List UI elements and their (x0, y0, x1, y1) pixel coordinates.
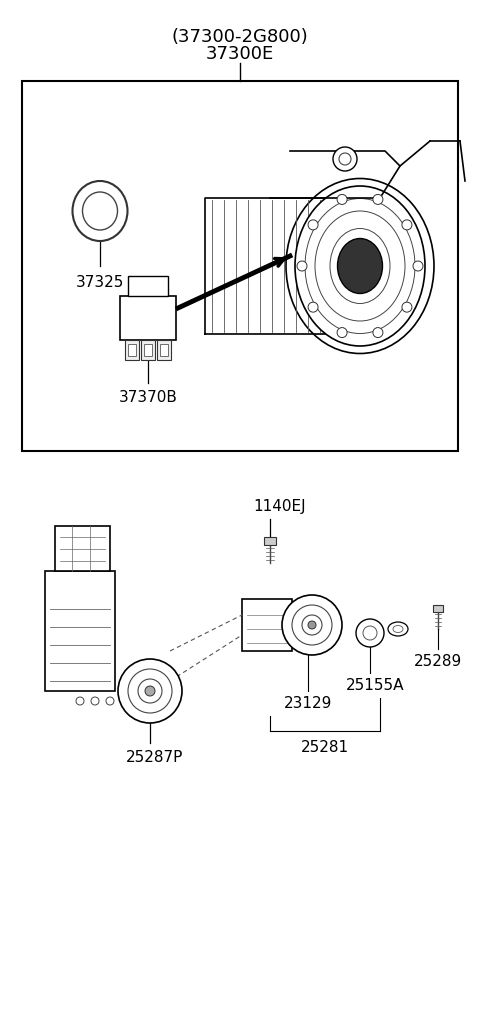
Ellipse shape (83, 193, 118, 231)
Circle shape (363, 627, 377, 640)
Circle shape (138, 679, 162, 704)
Circle shape (337, 195, 347, 205)
Text: (37300-2G800): (37300-2G800) (172, 28, 308, 45)
Circle shape (308, 303, 318, 312)
Circle shape (402, 220, 412, 231)
Circle shape (145, 686, 155, 697)
Text: 37325: 37325 (76, 274, 124, 289)
Bar (242, 600, 292, 651)
Circle shape (356, 620, 384, 647)
Text: 23129: 23129 (284, 696, 332, 711)
Text: 37300E: 37300E (206, 44, 274, 63)
Ellipse shape (388, 623, 408, 636)
Circle shape (333, 148, 357, 172)
Circle shape (337, 329, 347, 339)
Bar (157, 341, 171, 361)
Text: 25289: 25289 (414, 654, 462, 669)
Circle shape (106, 698, 114, 706)
Circle shape (302, 616, 322, 635)
Bar (128, 277, 168, 296)
Circle shape (308, 220, 318, 231)
Circle shape (292, 606, 332, 645)
Circle shape (308, 622, 316, 630)
Circle shape (76, 698, 84, 706)
Circle shape (373, 329, 383, 339)
Ellipse shape (337, 240, 383, 294)
Ellipse shape (286, 179, 434, 354)
Circle shape (339, 154, 351, 166)
Ellipse shape (393, 626, 403, 633)
Bar (125, 341, 139, 361)
Circle shape (118, 659, 182, 723)
Circle shape (121, 698, 129, 706)
Circle shape (91, 698, 99, 706)
Bar (22, 82, 458, 452)
Circle shape (297, 262, 307, 272)
Text: 25281: 25281 (301, 739, 349, 754)
Bar (144, 345, 152, 357)
Bar (128, 345, 136, 357)
Bar (45, 571, 115, 692)
Bar (55, 527, 110, 571)
Circle shape (282, 595, 342, 655)
Bar (120, 296, 176, 341)
Text: 25287P: 25287P (126, 749, 184, 763)
Polygon shape (205, 199, 360, 335)
Text: 25155A: 25155A (346, 677, 404, 693)
Text: 1140EJ: 1140EJ (254, 499, 306, 514)
Ellipse shape (295, 187, 425, 347)
Text: 37370B: 37370B (119, 389, 178, 404)
Bar (141, 341, 155, 361)
Circle shape (373, 195, 383, 205)
Circle shape (413, 262, 423, 272)
Bar (433, 606, 443, 613)
Bar (264, 538, 276, 546)
Circle shape (128, 669, 172, 714)
Bar (160, 345, 168, 357)
Ellipse shape (72, 182, 128, 242)
Circle shape (402, 303, 412, 312)
